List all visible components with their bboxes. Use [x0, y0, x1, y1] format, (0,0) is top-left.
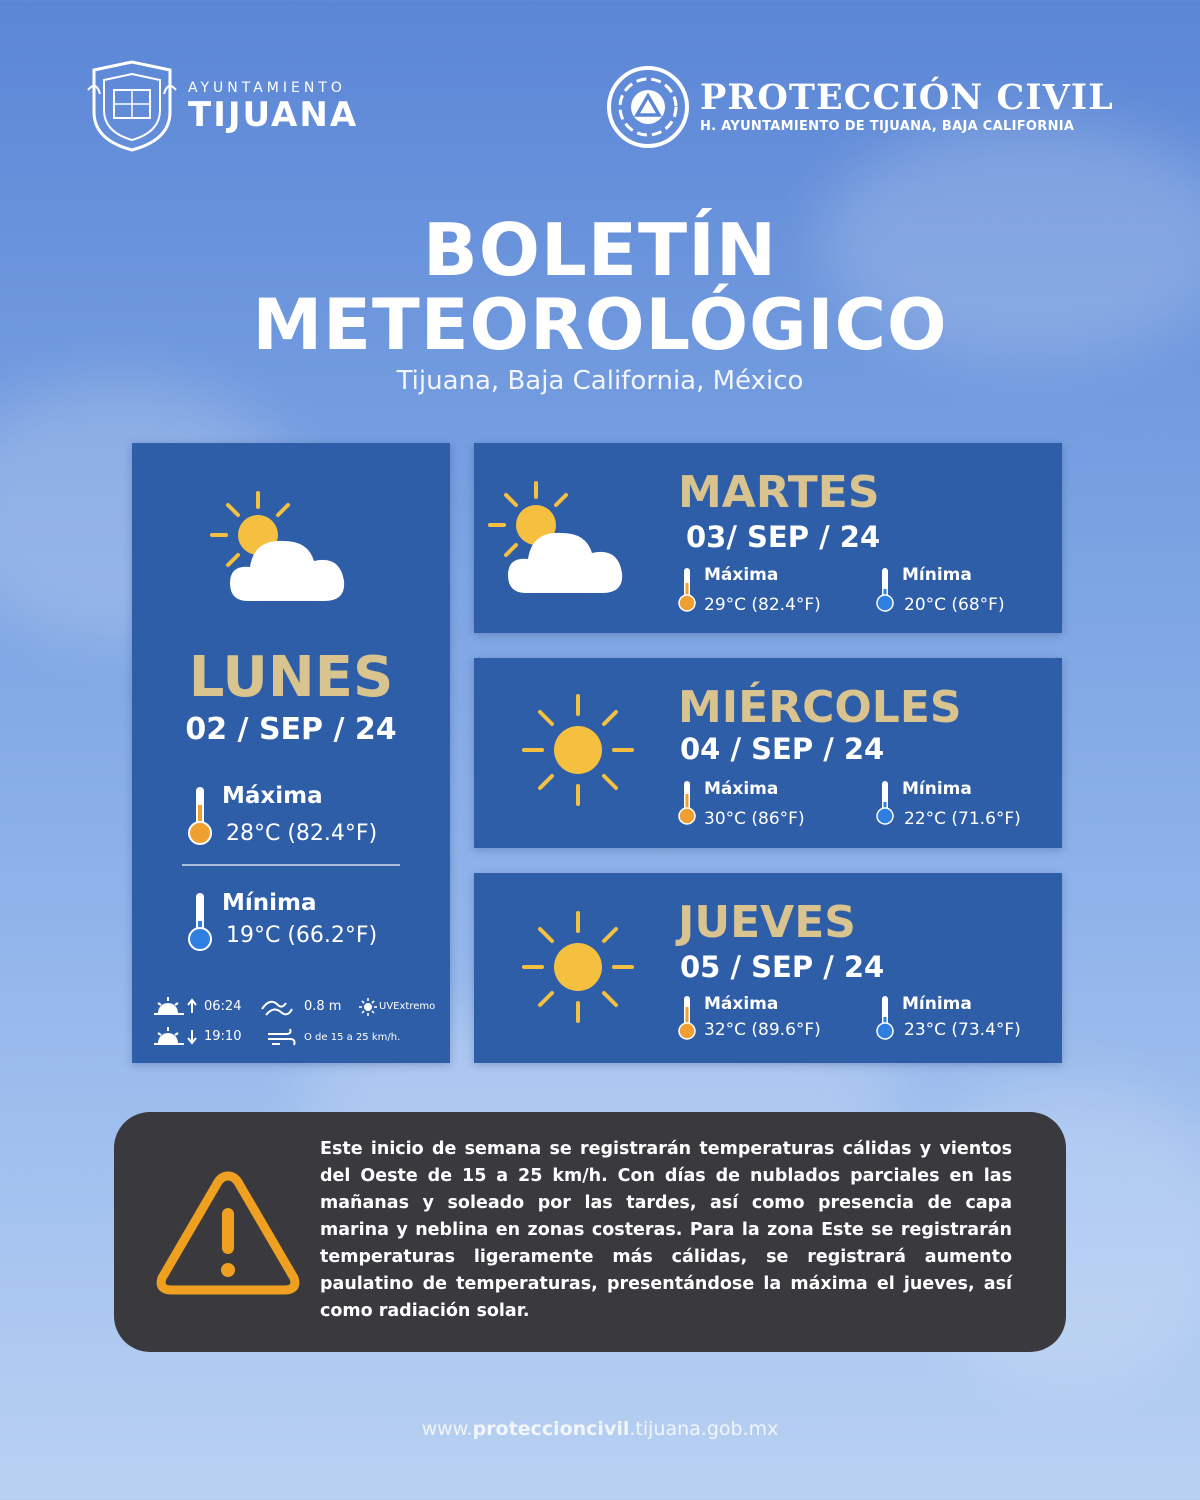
swell-height: 0.8 m: [304, 999, 342, 1014]
forecast-card-thursday: JUEVES 05 / SEP / 24 Máxima 32°C (89.6°F…: [474, 873, 1062, 1063]
tuesday-max-value: 29°C (82.4°F): [704, 595, 821, 615]
divider: [182, 864, 400, 866]
footer-url-suffix: .tijuana.gob.mx: [629, 1418, 779, 1440]
ayuntamiento-subtitle: H. AYUNTAMIENTO DE TIJUANA, BAJA CALIFOR…: [700, 119, 1075, 134]
tuesday-max-label: Máxima: [704, 565, 779, 585]
tuesday-date-label: 03/ SEP / 24: [686, 520, 881, 554]
sun-icon: [522, 694, 634, 806]
wednesday-max-value: 30°C (86°F): [704, 809, 805, 829]
sunset-icon: [154, 1027, 197, 1045]
thursday-max-value: 32°C (89.6°F): [704, 1020, 821, 1040]
tijuana-logo: AYUNTAMIENTO TIJUANA: [86, 58, 386, 154]
tijuana-label: TIJUANA: [188, 95, 359, 135]
bulletin-title-line2: METEOROLÓGICO: [252, 284, 948, 366]
thursday-day-label: JUEVES: [678, 897, 856, 948]
proteccion-civil-logo: PROTECCIÓN CIVIL H. AYUNTAMIENTO DE TIJU…: [606, 62, 1126, 152]
wednesday-min-label: Mínima: [902, 779, 972, 799]
thermometer-min-icon: [876, 996, 894, 1040]
thursday-min-label: Mínima: [902, 994, 972, 1014]
monday-max-label: Máxima: [222, 783, 323, 809]
thermometer-max-icon: [678, 996, 696, 1040]
tuesday-min-value: 20°C (68°F): [904, 595, 1005, 615]
ayuntamiento-label: AYUNTAMIENTO: [188, 80, 346, 96]
monday-max-value: 28°C (82.4°F): [226, 821, 378, 846]
warning-triangle-icon: [156, 1171, 300, 1295]
sunrise-time: 06:24: [204, 999, 242, 1014]
bulletin-title-line1: BOLETÍN: [422, 208, 778, 292]
thursday-min-value: 23°C (73.4°F): [904, 1020, 1021, 1040]
thursday-date-label: 05 / SEP / 24: [680, 950, 885, 984]
wind-icon: [268, 1028, 296, 1046]
warning-text: Este inicio de semana se registrarán tem…: [320, 1139, 1012, 1321]
tijuana-shield-icon: [87, 60, 177, 152]
footer-url-bold: proteccioncivil: [472, 1418, 630, 1440]
footer-url[interactable]: www.proteccioncivil.tijuana.gob.mx: [0, 1418, 1200, 1440]
warning-panel: [114, 1112, 1066, 1352]
sunset-time: 19:10: [204, 1029, 242, 1044]
uv-sun-icon: [359, 998, 377, 1016]
tuesday-day-label: MARTES: [678, 467, 880, 518]
monday-day-label: LUNES: [188, 645, 394, 710]
thermometer-max-icon: [678, 781, 696, 825]
thermometer-max-icon: [678, 568, 696, 612]
monday-date-label: 02 / SEP / 24: [185, 712, 397, 747]
thermometer-min-icon: [188, 893, 212, 951]
wednesday-max-label: Máxima: [704, 779, 779, 799]
thursday-max-label: Máxima: [704, 994, 779, 1014]
forecast-card-tuesday: MARTES 03/ SEP / 24 Máxima 29°C (82.4°F)…: [474, 443, 1062, 633]
wind-info: O de 15 a 25 km/h.: [304, 1032, 401, 1043]
partly-cloudy-icon: [210, 491, 345, 601]
sun-icon: [522, 911, 634, 1023]
swell-icon: [261, 1000, 293, 1016]
monday-min-value: 19°C (66.2°F): [226, 923, 378, 948]
location-subtitle: Tijuana, Baja California, México: [396, 366, 804, 396]
wednesday-date-label: 04 / SEP / 24: [680, 732, 885, 766]
footer-url-prefix: www.: [421, 1418, 473, 1440]
sunrise-icon: [154, 997, 197, 1015]
thermometer-min-icon: [876, 568, 894, 612]
uv-index: UVExtremo: [379, 1001, 436, 1012]
tuesday-min-label: Mínima: [902, 565, 972, 585]
monday-min-label: Mínima: [222, 890, 317, 916]
wednesday-min-value: 22°C (71.6°F): [904, 809, 1021, 829]
proteccion-civil-label: PROTECCIÓN CIVIL: [700, 77, 1114, 118]
forecast-card-monday: LUNES 02 / SEP / 24 Máxima 28°C (82.4°F)…: [132, 443, 450, 1063]
wednesday-day-label: MIÉRCOLES: [678, 682, 962, 733]
thermometer-min-icon: [876, 781, 894, 825]
thermometer-max-icon: [188, 787, 212, 845]
partly-cloudy-icon: [488, 481, 623, 593]
forecast-card-wednesday: MIÉRCOLES 04 / SEP / 24 Máxima 30°C (86°…: [474, 658, 1062, 848]
civil-protection-seal-icon: [607, 66, 689, 148]
